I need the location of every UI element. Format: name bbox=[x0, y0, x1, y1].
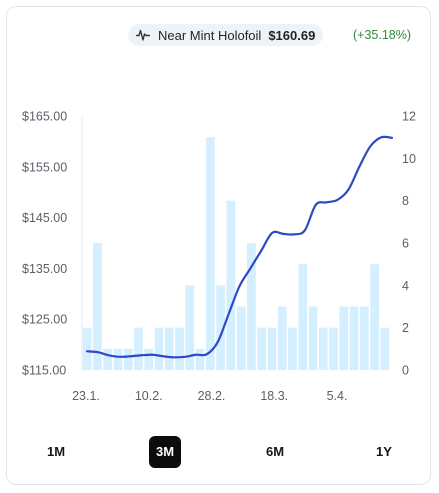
volume-bar bbox=[216, 285, 225, 370]
volume-bar bbox=[247, 243, 256, 370]
left-axis-tick-label: $115.00 bbox=[22, 364, 66, 378]
volume-bar bbox=[144, 348, 154, 370]
volume-bar bbox=[339, 306, 349, 370]
x-axis-tick-label: 28.2. bbox=[198, 389, 226, 403]
activity-icon bbox=[136, 29, 150, 41]
volume-bar bbox=[318, 327, 328, 370]
price-change-percent: (+35.18%) bbox=[353, 28, 412, 42]
right-axis-tick-label: 10 bbox=[402, 152, 416, 166]
volume-bar bbox=[257, 327, 266, 370]
right-axis-tick-label: 4 bbox=[402, 279, 409, 293]
right-axis-tick-label: 6 bbox=[402, 237, 409, 251]
volume-bar bbox=[329, 327, 338, 370]
right-axis-tick-label: 2 bbox=[402, 321, 409, 335]
volume-bar bbox=[288, 327, 297, 370]
left-axis-tick-label: $155.00 bbox=[22, 160, 67, 174]
condition-label: Near Mint Holofoil bbox=[158, 27, 262, 43]
left-axis-tick-label: $135.00 bbox=[22, 262, 67, 276]
left-axis-tick-label: $145.00 bbox=[22, 211, 67, 225]
volume-bar bbox=[360, 306, 369, 370]
condition-price-pill: Near Mint Holofoil $160.69 bbox=[128, 24, 324, 46]
volume-bar bbox=[154, 327, 164, 370]
range-1y-button[interactable]: 1Y bbox=[376, 444, 392, 459]
volume-bar bbox=[226, 200, 236, 370]
volume-bar bbox=[298, 264, 308, 370]
volume-bar bbox=[175, 327, 184, 370]
left-axis-tick-label: $125.00 bbox=[22, 313, 67, 327]
x-axis-tick-label: 18.3. bbox=[260, 389, 288, 403]
volume-bar bbox=[185, 285, 195, 370]
volume-bar bbox=[370, 264, 379, 370]
right-axis-tick-label: 0 bbox=[402, 364, 409, 378]
current-price: $160.69 bbox=[268, 27, 316, 43]
price-line bbox=[85, 135, 394, 359]
time-range-selector: 1M 3M 6M 1Y bbox=[0, 436, 439, 468]
range-6m-button[interactable]: 6M bbox=[265, 444, 285, 459]
x-axis-tick-label: 5.4. bbox=[327, 389, 348, 403]
right-axis-tick-label: 12 bbox=[402, 110, 416, 124]
volume-bar bbox=[103, 348, 112, 370]
volume-bar bbox=[195, 348, 205, 370]
volume-bar bbox=[93, 243, 102, 370]
range-3m-button[interactable]: 3M bbox=[149, 436, 181, 468]
volume-bar bbox=[349, 306, 359, 370]
right-axis-tick-label: 8 bbox=[402, 194, 409, 208]
volume-bar bbox=[308, 306, 318, 370]
volume-bar bbox=[267, 327, 277, 370]
price-history-card bbox=[6, 6, 431, 485]
x-axis-tick-label: 10.2. bbox=[135, 389, 163, 403]
volume-bar bbox=[123, 348, 133, 370]
x-axis-tick-label: 23.1. bbox=[72, 389, 100, 403]
left-axis-tick-label: $165.00 bbox=[22, 110, 67, 124]
range-1m-button[interactable]: 1M bbox=[46, 444, 66, 459]
price-volume-chart: $165.00 $155.00 $145.00 $135.00 $125.00 $115.… bbox=[22, 110, 416, 404]
volume-bar bbox=[113, 348, 123, 370]
volume-bar bbox=[277, 306, 287, 370]
volume-bar bbox=[134, 327, 143, 370]
volume-bar bbox=[206, 137, 215, 370]
volume-bar bbox=[380, 327, 390, 370]
volume-bar bbox=[164, 327, 174, 370]
volume-bar bbox=[236, 306, 246, 370]
volume-bar bbox=[82, 327, 92, 370]
